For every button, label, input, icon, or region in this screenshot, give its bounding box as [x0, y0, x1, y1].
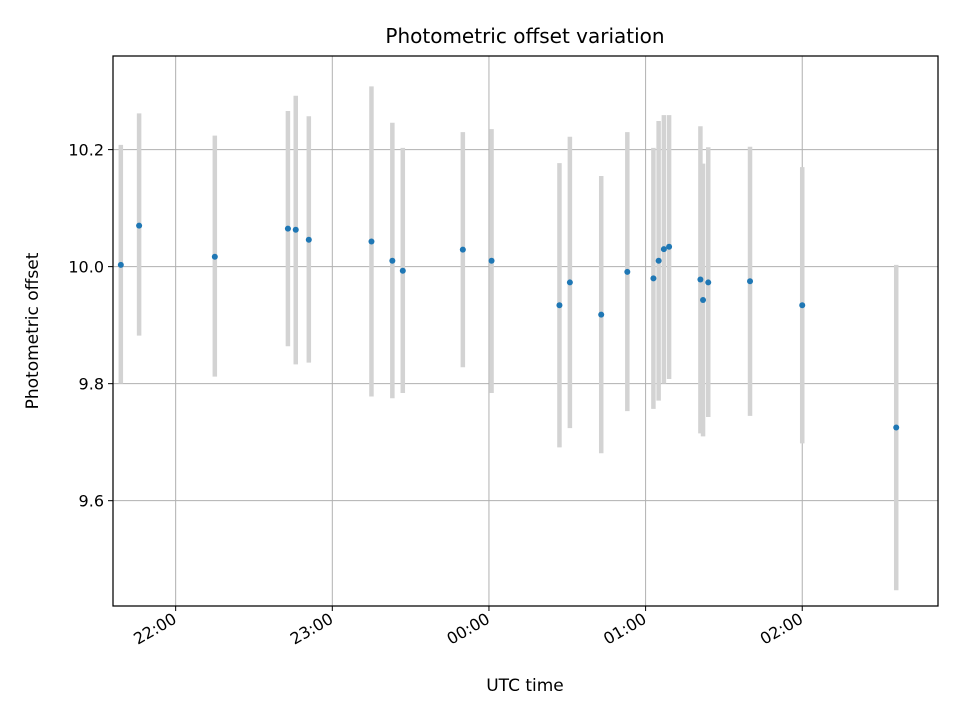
y-tick-label: 10.2	[68, 141, 104, 160]
data-point	[598, 311, 605, 318]
data-point	[556, 302, 563, 309]
chart-title: Photometric offset variation	[385, 24, 664, 48]
data-point	[284, 225, 291, 232]
x-tick-label: 02:00	[757, 609, 806, 649]
x-tick-label: 22:00	[130, 609, 179, 649]
data-point	[705, 279, 712, 286]
data-point	[459, 246, 466, 253]
data-point	[624, 268, 631, 275]
data-point	[655, 257, 662, 264]
axis-ticks: 22:00 23:00 00:00 01:00 02:00 9.6 9.8 10.0 10.2	[68, 141, 806, 649]
data-point	[799, 302, 806, 309]
data-point	[566, 279, 573, 286]
data-point	[650, 275, 657, 282]
error-bars	[118, 86, 899, 591]
data-point	[660, 246, 667, 253]
x-tick-label: 01:00	[600, 609, 649, 649]
x-tick-label: 23:00	[287, 609, 336, 649]
data-point	[399, 267, 406, 274]
x-axis-label: UTC time	[486, 676, 564, 696]
data-point	[893, 424, 900, 431]
data-point	[747, 278, 754, 285]
y-tick-label: 10.0	[68, 258, 104, 277]
plot-frame	[112, 55, 939, 607]
data-point	[666, 243, 673, 250]
data-point	[211, 253, 218, 260]
data-point	[488, 257, 495, 264]
data-point	[292, 226, 299, 233]
y-tick-label: 9.6	[79, 492, 104, 511]
data-point	[117, 261, 124, 268]
x-tick-label: 00:00	[444, 609, 493, 649]
y-tick-label: 9.8	[79, 375, 104, 394]
data-point	[389, 257, 396, 264]
data-point	[368, 238, 375, 245]
data-point	[136, 222, 143, 229]
data-point	[697, 276, 704, 283]
data-point	[305, 236, 312, 243]
grid	[113, 56, 938, 606]
data-point	[700, 296, 707, 303]
data-points	[117, 222, 900, 431]
y-axis-label: Photometric offset	[23, 252, 43, 409]
